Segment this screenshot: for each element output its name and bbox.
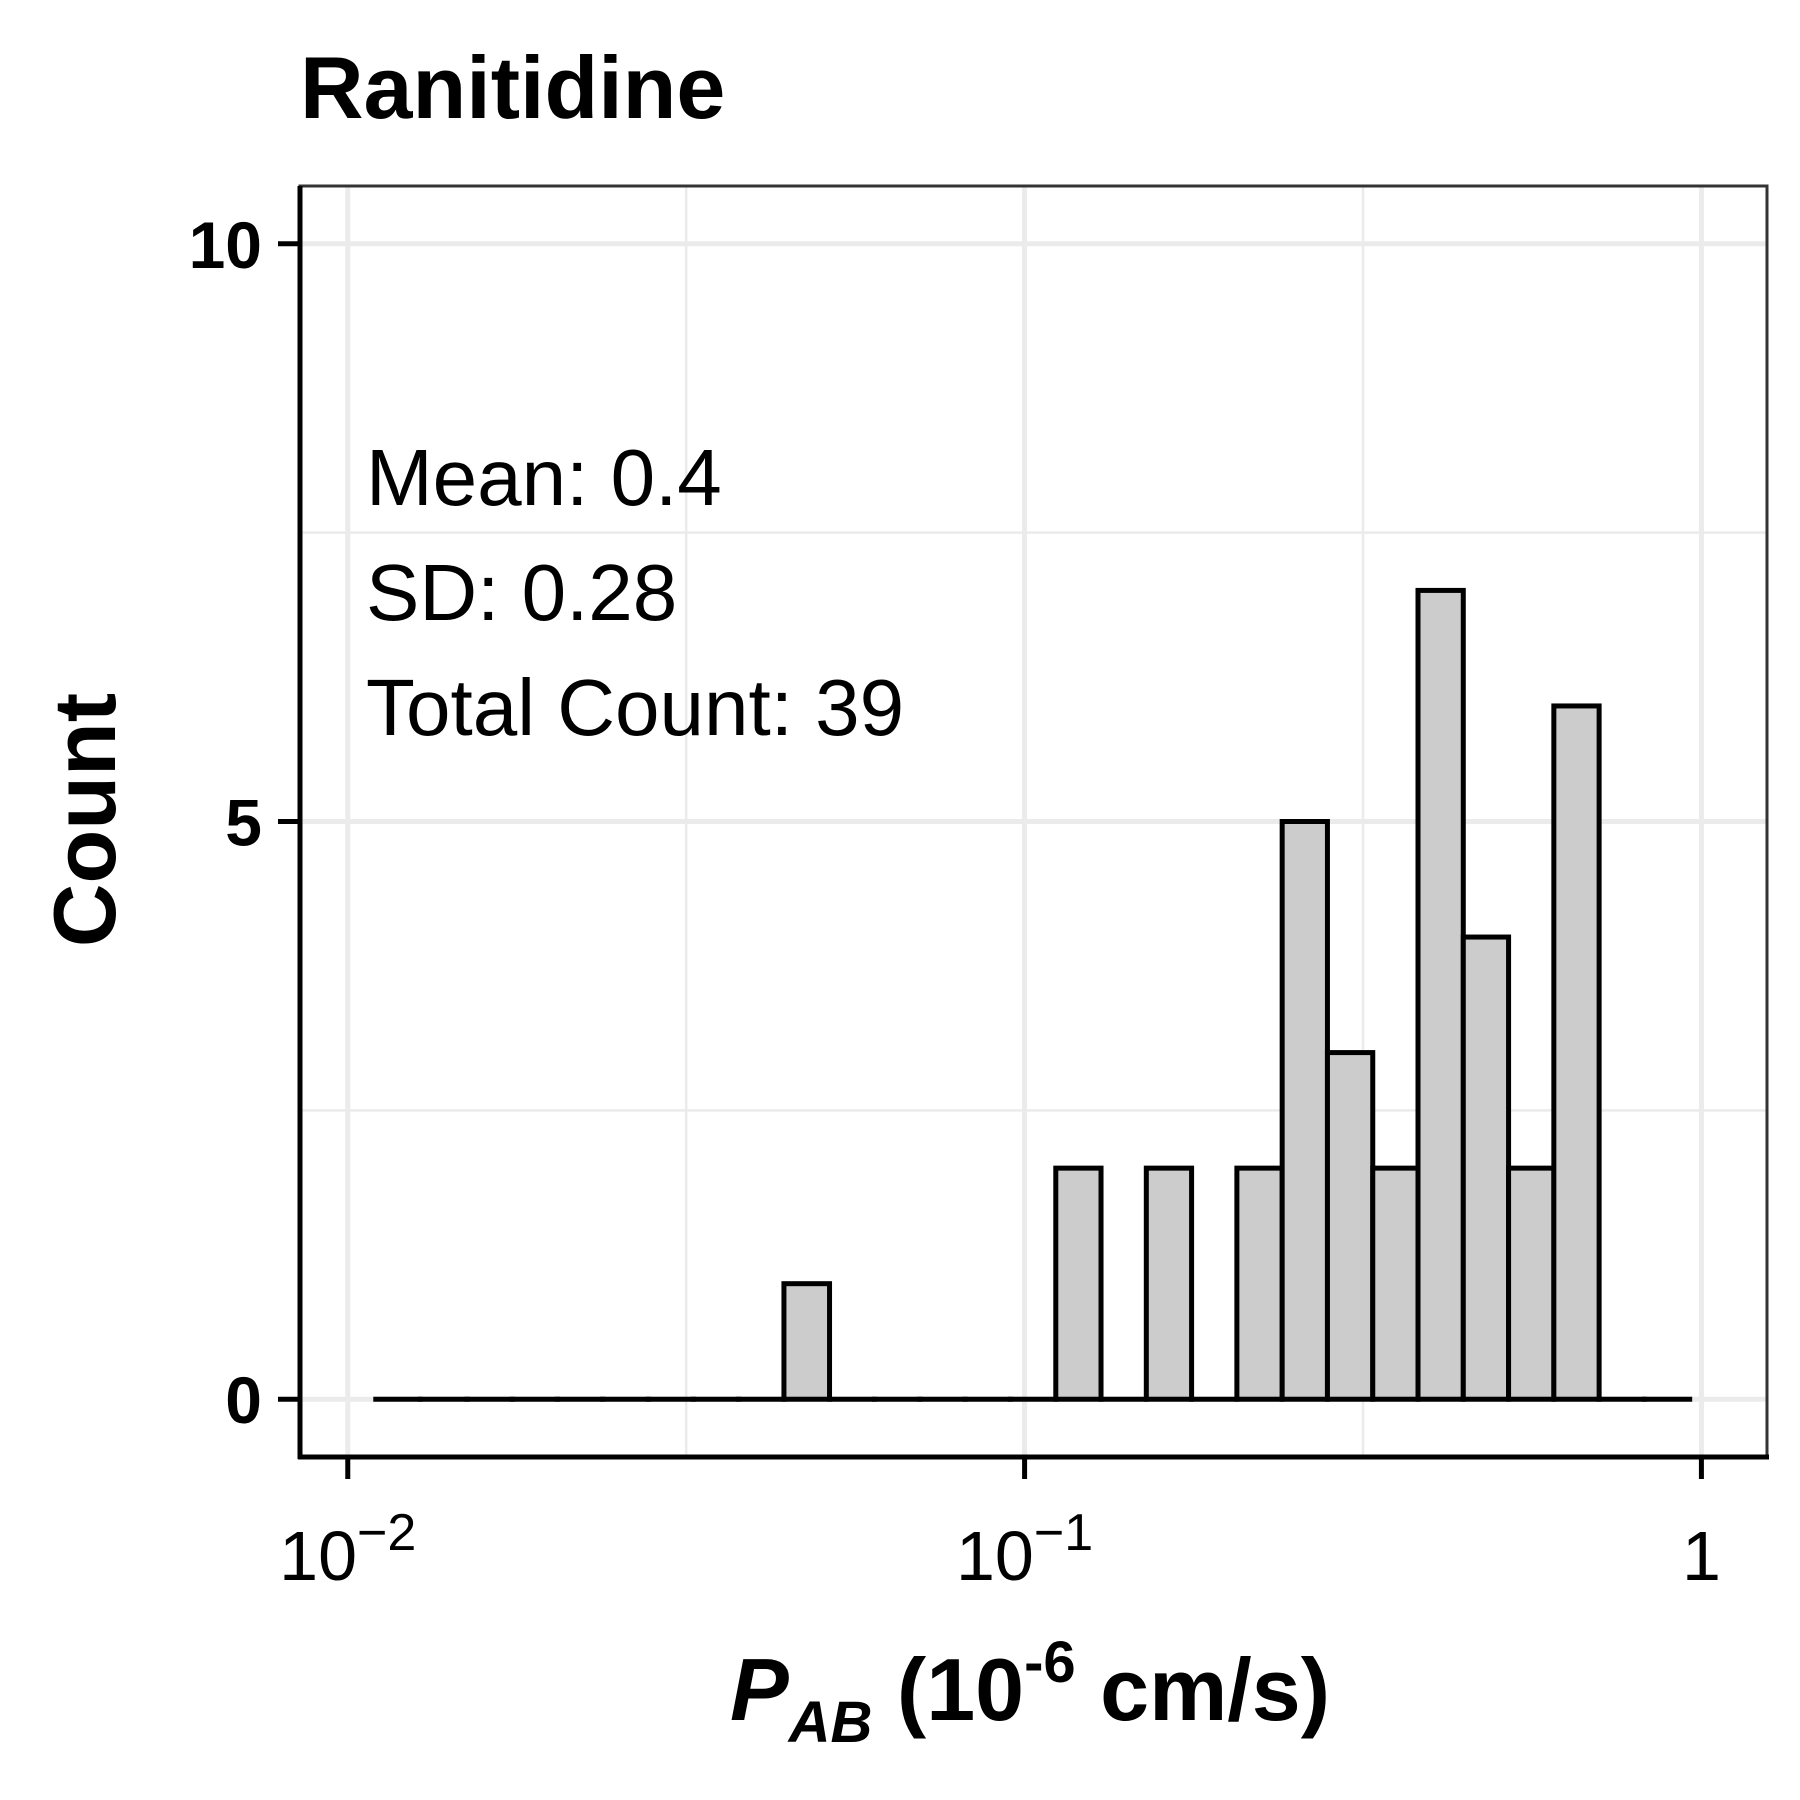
histogram-bar (1234, 1165, 1285, 1402)
x-axis-label-main: P (730, 1640, 789, 1739)
x-axis-label-sub: AB (787, 1690, 873, 1755)
histogram-bar (781, 1281, 833, 1402)
histogram-bar (1053, 1165, 1104, 1402)
histogram-bar (1324, 1050, 1376, 1402)
histogram-bar (1143, 1165, 1195, 1402)
y-tick-label: 0 (225, 1363, 262, 1437)
histogram-bar (1415, 587, 1466, 1402)
x-axis-label-open: (10 (872, 1640, 1024, 1739)
summary-annotation: Mean: 0.4 (366, 433, 722, 522)
x-axis-label: PAB (10-6 cm/s) (730, 1630, 1330, 1755)
histogram-bars (373, 587, 1693, 1402)
axes: 0 5 10 10−2 10−1 1 (189, 186, 1769, 1595)
summary-annotation: Total Count: 39 (366, 663, 904, 752)
summary-annotation: SD: 0.28 (366, 548, 677, 637)
chart-title: Ranitidine (300, 38, 725, 137)
histogram-bar (1506, 1165, 1557, 1402)
x-tick-label: 10−2 (279, 1504, 416, 1595)
x-axis-label-close: cm/s) (1076, 1640, 1330, 1739)
x-tick-label: 10−1 (956, 1504, 1093, 1595)
histogram-bar (1279, 819, 1330, 1402)
y-axis-label: Count (35, 693, 134, 947)
y-tick-label: 10 (189, 208, 262, 282)
summary-annotations: Mean: 0.4 SD: 0.28 Total Count: 39 (366, 433, 904, 752)
x-tick-label: 1 (1682, 1517, 1721, 1595)
histogram-bar (1370, 1165, 1421, 1402)
histogram-bar (1460, 934, 1512, 1402)
y-tick-label: 5 (225, 786, 262, 860)
x-axis-label-sup: -6 (1024, 1630, 1076, 1695)
histogram-bar (1551, 703, 1602, 1402)
